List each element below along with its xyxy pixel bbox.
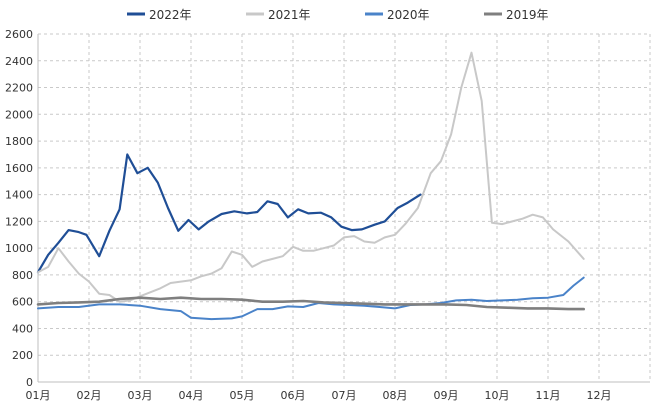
x-tick-label: 10月 [485, 389, 510, 402]
y-tick-label: 1000 [5, 242, 33, 255]
series-lines [36, 51, 586, 321]
y-tick-label: 800 [12, 269, 33, 282]
grid [38, 33, 651, 382]
axes: 0 200 400 600 800 1000 1200 1400 1600 1800 2000 220… [5, 28, 650, 402]
x-tick-label: 12月 [587, 389, 612, 402]
series-line-2020年 [37, 276, 585, 321]
y-tick-label: 0 [26, 376, 33, 389]
y-tick-label: 2200 [5, 82, 33, 95]
series-line-2022年 [36, 153, 422, 274]
x-tick-label: 04月 [179, 389, 204, 402]
y-tick-label: 400 [12, 322, 33, 335]
x-tick-label: 09月 [434, 389, 459, 402]
legend: 2022年 2021年 2020年 2019年 [127, 8, 549, 22]
legend-label: 2022年 [149, 8, 192, 22]
x-tick-label: 06月 [281, 389, 306, 402]
y-tick-label: 600 [12, 296, 33, 309]
x-tick-label: 07月 [332, 389, 357, 402]
legend-label: 2019年 [506, 8, 549, 22]
series-line-2021年 [37, 51, 585, 303]
legend-label: 2021年 [268, 8, 311, 22]
y-tick-label: 2600 [5, 28, 33, 41]
x-tick-label: 11月 [536, 389, 561, 402]
x-tick-label: 03月 [128, 389, 153, 402]
y-tick-label: 1800 [5, 135, 33, 148]
x-tick-label: 02月 [77, 389, 102, 402]
y-tick-label: 1400 [5, 189, 33, 202]
x-tick-label: 08月 [383, 389, 408, 402]
legend-label: 2020年 [387, 8, 430, 22]
y-tick-label: 200 [12, 349, 33, 362]
y-tick-label: 2400 [5, 55, 33, 68]
series-line-2019年 [36, 296, 586, 311]
y-tick-label: 1200 [5, 215, 33, 228]
y-tick-label: 1600 [5, 162, 33, 175]
x-tick-label: 01月 [26, 389, 51, 402]
x-tick-label: 05月 [230, 389, 255, 402]
y-tick-label: 2000 [5, 108, 33, 121]
